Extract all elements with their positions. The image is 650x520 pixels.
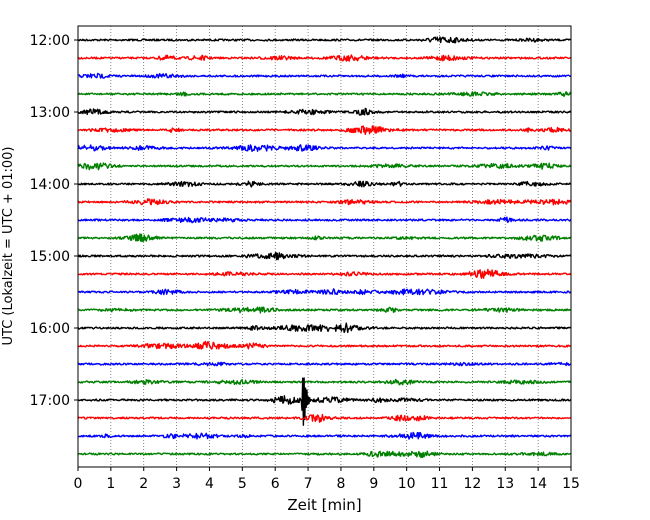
seismic-trace (77, 340, 572, 350)
seismic-trace (77, 322, 572, 334)
seismic-trace (77, 125, 572, 135)
seismic-trace (77, 378, 571, 386)
seismic-trace (77, 91, 572, 98)
seismic-trace (77, 233, 571, 243)
seismic-trace (77, 198, 572, 206)
x-tick-label: 8 (336, 476, 345, 492)
x-axis: 0 1 2 3 4 5 6 7 8 9 10 11 12 13 14 15 (74, 467, 580, 492)
seismic-trace (77, 450, 572, 459)
seismic-trace (77, 288, 572, 296)
seismic-trace (77, 431, 572, 440)
seismic-trace (77, 306, 572, 314)
seismic-trace (77, 216, 572, 224)
x-tick-label: 13 (496, 476, 514, 492)
seismic-trace (77, 36, 572, 44)
seismic-trace (77, 144, 572, 152)
y-tick-label: 13:00 (30, 105, 70, 121)
seismic-trace (77, 72, 572, 79)
y-axis-title: UTC (Lokalzeit = UTC + 01:00) (1, 147, 16, 346)
y-tick-label: 14:00 (30, 177, 70, 193)
seismic-trace (77, 54, 571, 62)
x-tick-label: 7 (304, 476, 313, 492)
seismic-trace (77, 268, 572, 279)
x-tick-label: 11 (431, 476, 449, 492)
x-tick-label: 2 (139, 476, 148, 492)
y-tick-label: 17:00 (30, 393, 70, 409)
x-tick-label: 1 (106, 476, 115, 492)
x-tick-label: 15 (562, 476, 580, 492)
seismic-trace (77, 107, 572, 116)
seismic-trace (77, 162, 572, 171)
seismic-trace (77, 413, 572, 423)
seismic-trace (77, 251, 572, 261)
x-tick-label: 12 (463, 476, 481, 492)
trace-group (77, 36, 572, 459)
y-tick-label: 15:00 (30, 249, 70, 265)
seismic-trace (77, 377, 572, 426)
seismic-trace (77, 361, 572, 367)
x-tick-label: 6 (271, 476, 280, 492)
x-tick-label: 9 (369, 476, 378, 492)
plot-frame (77, 25, 572, 468)
x-tick-label: 0 (74, 476, 83, 492)
seismic-trace (77, 180, 572, 188)
y-tick-label: 12:00 (30, 33, 70, 49)
y-tick-label: 16:00 (30, 321, 70, 337)
x-tick-label: 3 (172, 476, 181, 492)
x-tick-label: 10 (398, 476, 416, 492)
y-axis: 12:00 13:00 14:00 15:00 16:00 17:00 (30, 33, 78, 409)
x-tick-label: 14 (529, 476, 547, 492)
x-tick-label: 4 (205, 476, 214, 492)
x-axis-title: Zeit [min] (287, 496, 361, 514)
x-tick-label: 5 (238, 476, 247, 492)
